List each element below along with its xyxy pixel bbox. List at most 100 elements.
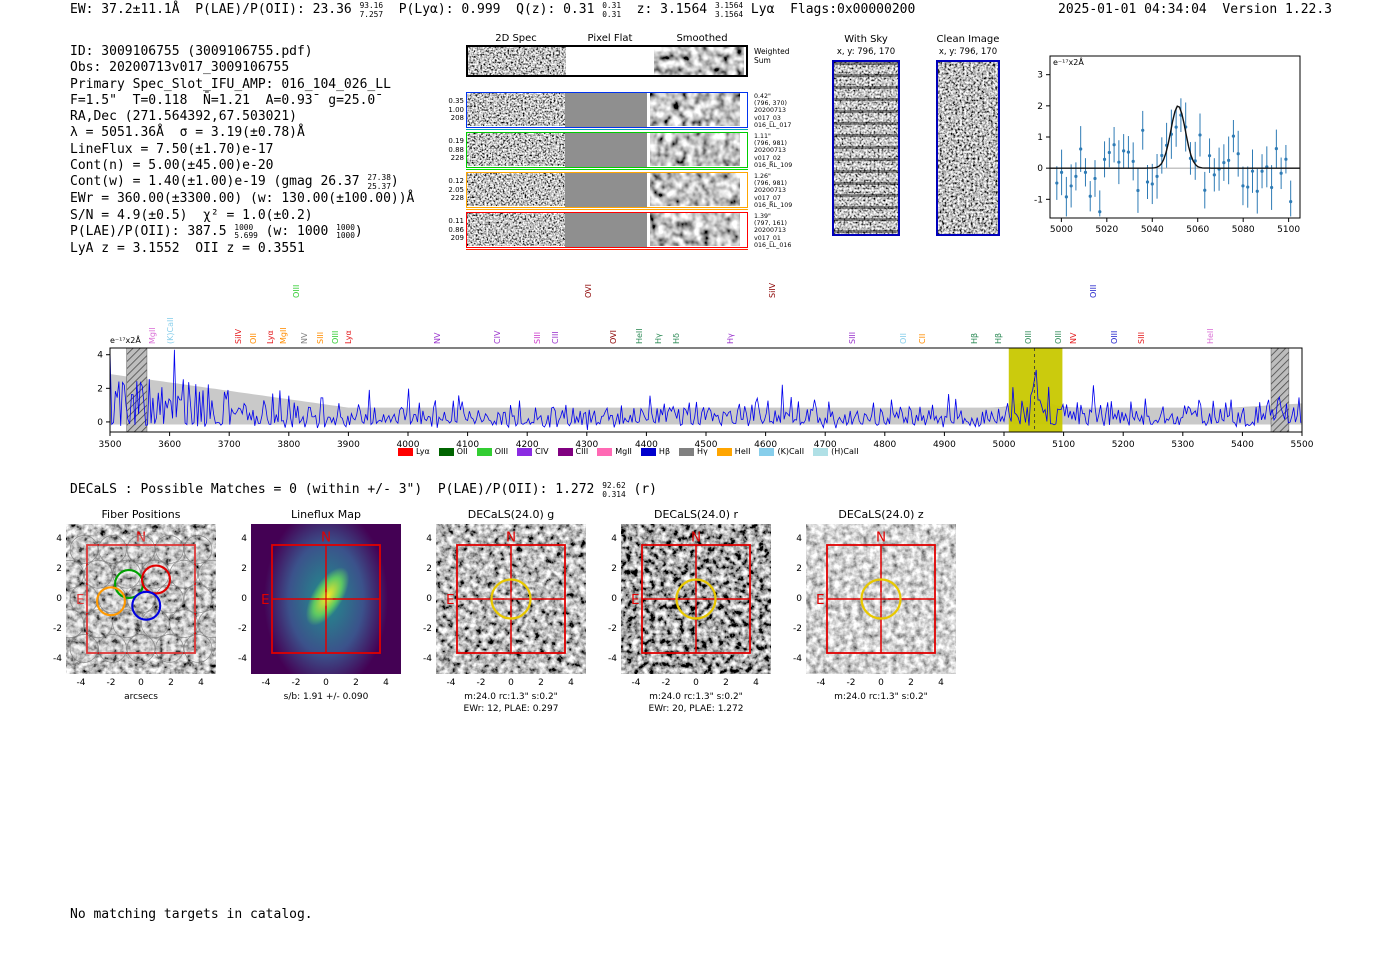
cutout-y-tick: 4 <box>611 534 617 544</box>
cutout-y-tick: 2 <box>241 564 247 574</box>
spec2d-row-weights: 0.35 1.00 208 <box>448 97 464 122</box>
svg-text:5020: 5020 <box>1095 225 1118 235</box>
with-sky-xy: x, y: 796, 170 <box>836 47 896 57</box>
svg-text:4000: 4000 <box>397 440 420 450</box>
spec2d-row-accent-line <box>466 168 748 171</box>
report-datetime: 2025-01-01 04:34:04 <box>1058 2 1207 17</box>
svg-text:5300: 5300 <box>1171 440 1194 450</box>
spectrum-flux-units-annotation: e⁻¹⁷x2Å <box>110 336 141 345</box>
text-segment: LyA z = 3.1552 OII z = 0.3551 <box>70 240 305 256</box>
cutout-x-tick: 4 <box>383 678 389 688</box>
stacked-fraction: 92.62 0.314 <box>602 481 626 499</box>
info-block: ID: 3009106755 (3009106755.pdf) Obs: 2020… <box>70 44 414 257</box>
svg-text:4200: 4200 <box>516 440 539 450</box>
noise-image <box>834 62 898 234</box>
svg-text:4800: 4800 <box>873 440 896 450</box>
cutout-caption: s/b: 1.91 +/- 0.090 <box>283 692 369 702</box>
text-segment: Cont(w) = 1.40(±1.00)e-19 (gmag 26.37 <box>70 174 368 190</box>
legend-label: OIII <box>494 447 509 456</box>
text-segment: P(LAE)/P(OII): 387.5 <box>70 223 235 239</box>
svg-text:5100: 5100 <box>1052 440 1075 450</box>
cutout-image: NE <box>806 524 956 674</box>
cutout-y-tick: -4 <box>53 654 62 664</box>
cutout-y-tick: -4 <box>793 654 802 664</box>
spec2d-row-annotations: 0.42" (796, 370) 20200713 v017_03 016_LL_017 <box>754 93 792 129</box>
stacked-fraction: 93.16 7.257 <box>359 1 384 19</box>
full-spectrum-svg: 0 2 4 3500 3600 3700 3800 3900 4000 4100 4200 4300 4… <box>97 347 1314 450</box>
clean-image-panel: Clean Image x, y: 796, 170 <box>928 30 1008 242</box>
stacked-fraction: 3.1564 3.1564 <box>714 1 744 19</box>
with-sky-image <box>832 60 900 236</box>
legend-swatch <box>438 447 454 456</box>
text-segment: (r) <box>625 482 658 497</box>
cutout-x-tick: -4 <box>261 678 271 688</box>
header-summary-line: EW: 37.2±11.1Å P(LAE)/P(OII): 23.36 93.1… <box>70 1 915 19</box>
legend-item: (K)CaII <box>759 447 804 456</box>
noise-image <box>468 47 566 75</box>
legend-label: OII <box>456 447 468 456</box>
cutout-title: DECaLS(24.0) g <box>467 508 555 521</box>
svg-text:4600: 4600 <box>754 440 777 450</box>
legend-swatch <box>597 447 613 456</box>
cutout-y-tick: 4 <box>426 534 432 544</box>
svg-text:0: 0 <box>97 418 103 428</box>
info-line: EWr = 360.00(±3300.00) (w: 130.00(±100.0… <box>70 191 414 207</box>
legend-item: OII <box>438 447 468 456</box>
zoom-plot-svg: 5000 5020 5040 5060 5080 5100 -1 0 1 2 3 <box>1034 55 1301 235</box>
cutout-overlay: NE <box>261 529 381 654</box>
cutout-y-tick: 0 <box>241 594 247 604</box>
cutout-y-tick: 0 <box>796 594 802 604</box>
footer-notes: No matching targets in catalog. Row inte… <box>70 874 313 953</box>
cutout-overlay: NE <box>631 529 751 654</box>
cutout-image: NE <box>436 524 586 674</box>
noise-image <box>654 47 744 75</box>
info-line: Obs: 20200713v017_3009106755 <box>70 60 414 76</box>
svg-text:E: E <box>631 592 640 608</box>
info-line: λ = 5051.36Å σ = 3.19(±0.78)Å <box>70 125 414 141</box>
cutout-image: NE <box>621 524 771 674</box>
cutout-y-tick: -4 <box>608 654 617 664</box>
noise-image <box>66 524 216 674</box>
cutout-x-tick: -2 <box>476 678 486 688</box>
svg-text:2: 2 <box>1037 102 1043 112</box>
text-segment: ) <box>390 174 399 190</box>
cutout-image: NE <box>66 524 216 674</box>
svg-text:5000: 5000 <box>1050 225 1073 235</box>
weighted-flat-blank <box>566 47 654 75</box>
cutout-x-tick: -2 <box>846 678 856 688</box>
legend-swatch <box>398 447 413 456</box>
text-segment: z: 3.1564 <box>621 2 715 17</box>
svg-text:3800: 3800 <box>277 440 300 450</box>
text-segment: F=1.5" T=0.118 N̄=1.21 A=0.93̄ g=25.0̄ <box>70 92 376 108</box>
cutout-x-tick: -4 <box>816 678 826 688</box>
cutout-y-tick: 2 <box>56 564 62 574</box>
cutout-y-tick: -2 <box>423 624 432 634</box>
with-sky-title: With Sky <box>844 34 888 45</box>
svg-text:5200: 5200 <box>1112 440 1135 450</box>
cutout-x-tick: 2 <box>723 678 729 688</box>
legend-item: CIII <box>557 447 589 456</box>
svg-text:4700: 4700 <box>814 440 837 450</box>
text-segment: RA,Dec (271.564392,67.503021) <box>70 109 297 125</box>
svg-text:E: E <box>816 592 825 608</box>
spec2d-panel: 2D Spec Pixel Flat Smoothed Weighted Sum… <box>443 30 813 262</box>
svg-text:5100: 5100 <box>1277 225 1300 235</box>
legend-item: CIV <box>517 447 549 456</box>
footer-note: No matching targets in catalog. <box>70 907 313 922</box>
cutout-x-tick: 4 <box>198 678 204 688</box>
spec2d-row-weights: 0.19 0.88 228 <box>448 137 464 162</box>
svg-text:E: E <box>76 592 85 608</box>
cutout-overlay: NE <box>446 529 566 654</box>
svg-text:3600: 3600 <box>158 440 181 450</box>
cutout-x-tick: 0 <box>138 678 144 688</box>
svg-text:2: 2 <box>97 384 103 394</box>
spec2d-row-image <box>466 212 748 248</box>
spec2d-row-accent-line <box>466 248 748 251</box>
legend-label: CIII <box>575 447 589 456</box>
spec2d-row-weights: 0.12 2.05 228 <box>448 177 464 202</box>
text-segment: Obs: 20200713v017_3009106755 <box>70 60 290 76</box>
